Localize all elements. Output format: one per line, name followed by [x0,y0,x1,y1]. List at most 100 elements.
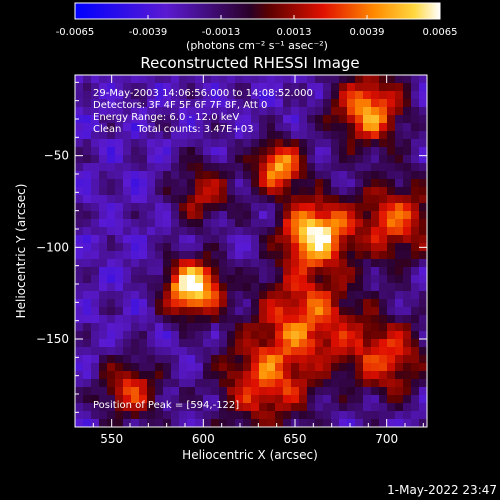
heatmap-cell [107,171,116,180]
heatmap-cell [147,315,156,324]
heatmap-cell [339,91,348,100]
heatmap-cell [163,379,172,388]
heatmap-cell [275,243,284,252]
heatmap-cell [395,275,404,284]
heatmap-cell [115,195,124,204]
heatmap-cell [131,139,140,148]
heatmap-cell [83,363,92,372]
heatmap-cell [251,195,260,204]
heatmap-cell [371,323,380,332]
heatmap-cell [243,291,252,300]
heatmap-cell [171,187,180,196]
heatmap-cell [123,155,132,164]
colorbar-tick-label: -0.0013 [202,27,241,38]
heatmap-cell [307,419,316,427]
heatmap-cell [251,299,260,308]
heatmap-cell [371,419,380,427]
heatmap-cell [267,323,276,332]
heatmap-cell [203,395,212,404]
heatmap-cell [379,299,388,308]
heatmap-cell [187,227,196,236]
heatmap-cell [139,331,148,340]
heatmap-cell [371,347,380,356]
heatmap-cell [323,363,332,372]
heatmap-cell [115,339,124,348]
heatmap-cell [243,195,252,204]
heatmap-cell [331,395,340,404]
heatmap-cell [179,139,188,148]
heatmap-cell [387,75,396,84]
heatmap-cell [83,91,92,100]
heatmap-cell [259,115,268,124]
heatmap-cell [299,267,308,276]
heatmap-cell [403,251,412,260]
heatmap-cell [179,275,188,284]
heatmap-cell [291,355,300,364]
heatmap-cell [75,227,84,236]
heatmap-cell [139,267,148,276]
heatmap-cell [299,243,308,252]
heatmap-cell [419,347,427,356]
heatmap-cell [75,267,84,276]
heatmap-cell [243,355,252,364]
heatmap-cell [411,171,420,180]
heatmap-cell [347,99,356,108]
heatmap-cell [323,107,332,116]
heatmap-cell [235,107,244,116]
heatmap-cell [411,147,420,156]
heatmap-cell [219,419,228,427]
heatmap-cell [371,171,380,180]
heatmap-cell [355,347,364,356]
heatmap-cell [123,283,132,292]
heatmap-cell [91,339,100,348]
heatmap-cell [211,291,220,300]
heatmap-cell [379,371,388,380]
heatmap-cell [403,203,412,212]
heatmap-cell [235,387,244,396]
heatmap-cell [235,419,244,427]
heatmap-cell [267,155,276,164]
heatmap-cell [235,411,244,420]
heatmap-cell [187,395,196,404]
heatmap-cell [371,291,380,300]
heatmap-cell [267,347,276,356]
peak-position-label: Position of Peak = [594,-122] [93,400,239,411]
heatmap-cell [75,155,84,164]
heatmap-cell [139,411,148,420]
heatmap-cell [419,299,427,308]
heatmap-cell [75,203,84,212]
heatmap-cell [371,371,380,380]
heatmap-cell [387,403,396,412]
heatmap-cell [283,235,292,244]
heatmap-cell [75,171,84,180]
heatmap-cell [259,259,268,268]
heatmap-cell [243,131,252,140]
heatmap-cell [307,387,316,396]
heatmap-cell [187,419,196,427]
heatmap-cell [291,387,300,396]
heatmap-cell [235,75,244,84]
heatmap-cell [315,203,324,212]
heatmap-cell [339,147,348,156]
heatmap-cell [107,107,116,116]
heatmap-cell [211,275,220,284]
heatmap-cell [323,355,332,364]
heatmap-cell [363,99,372,108]
heatmap-cell [259,387,268,396]
colorbar-tick-label: 0.0065 [423,27,458,38]
heatmap-cell [339,299,348,308]
heatmap-cell [227,339,236,348]
heatmap-cell [315,187,324,196]
heatmap-cell [115,299,124,308]
heatmap-cell [291,155,300,164]
heatmap-cell [227,283,236,292]
heatmap-cell [267,419,276,427]
heatmap-cell [219,187,228,196]
heatmap-cell [291,227,300,236]
heatmap-cell [131,211,140,220]
heatmap-cell [275,251,284,260]
heatmap-cell [371,395,380,404]
heatmap-cell [315,291,324,300]
heatmap-cell [115,251,124,260]
heatmap-cell [355,195,364,204]
